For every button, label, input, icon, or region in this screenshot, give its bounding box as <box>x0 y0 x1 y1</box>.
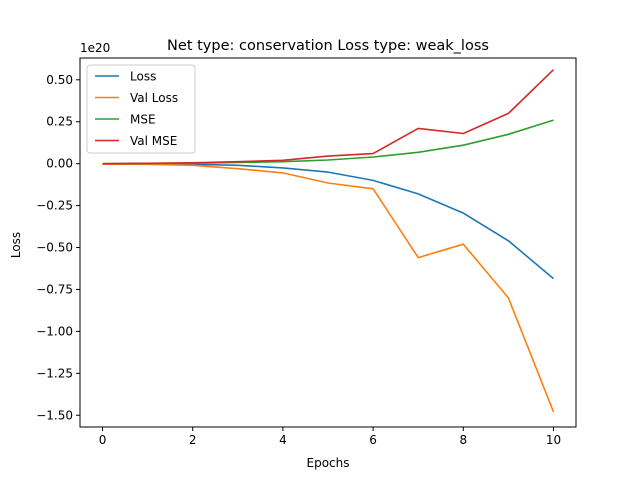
legend-label-mse: MSE <box>130 113 156 127</box>
y-tick-label: 0.25 <box>46 115 73 129</box>
y-axis-title: Loss <box>9 232 23 258</box>
y-offset-label: 1e20 <box>80 41 110 55</box>
x-tick-label: 8 <box>459 433 467 447</box>
y-tick-label: −0.50 <box>36 241 73 255</box>
x-axis-title: Epochs <box>307 456 350 470</box>
legend-box <box>86 64 196 154</box>
chart-title: Net type: conservation Loss type: weak_l… <box>167 38 489 54</box>
y-axis: 0.50 0.25 0.00 −0.25 −0.50 −0.75 −1.00 −1.25 −1.… <box>36 73 80 422</box>
x-axis: 0 2 4 6 8 10 <box>99 427 561 447</box>
y-tick-label: −1.25 <box>36 366 73 380</box>
legend-label-val-loss: Val Loss <box>130 91 178 105</box>
y-tick-label: −1.50 <box>36 408 73 422</box>
y-tick-label: 0.50 <box>46 73 73 87</box>
y-tick-label: −0.75 <box>36 282 73 296</box>
y-tick-label: −0.25 <box>36 199 73 213</box>
series-line-val-mse <box>102 69 555 165</box>
y-tick-label: −1.00 <box>36 324 73 338</box>
series-layer <box>102 69 555 413</box>
x-tick-label: 6 <box>369 433 377 447</box>
legend-label-val-mse: Val MSE <box>130 134 177 148</box>
x-tick-label: 0 <box>99 433 107 447</box>
legend-label-loss: Loss <box>130 70 156 84</box>
y-tick-label: 0.00 <box>46 157 73 171</box>
x-tick-label: 10 <box>546 433 561 447</box>
axes-frame <box>79 57 577 428</box>
x-tick-label: 4 <box>279 433 287 447</box>
x-tick-label: 2 <box>189 433 197 447</box>
series-line-val-loss <box>102 163 555 413</box>
plot-area: 0 2 4 6 8 10 0.50 0.25 0.00 −0.25 −0.50 −0.75 −1.00… <box>36 57 577 447</box>
legend: Loss Val Loss MSE Val MSE <box>86 64 196 154</box>
